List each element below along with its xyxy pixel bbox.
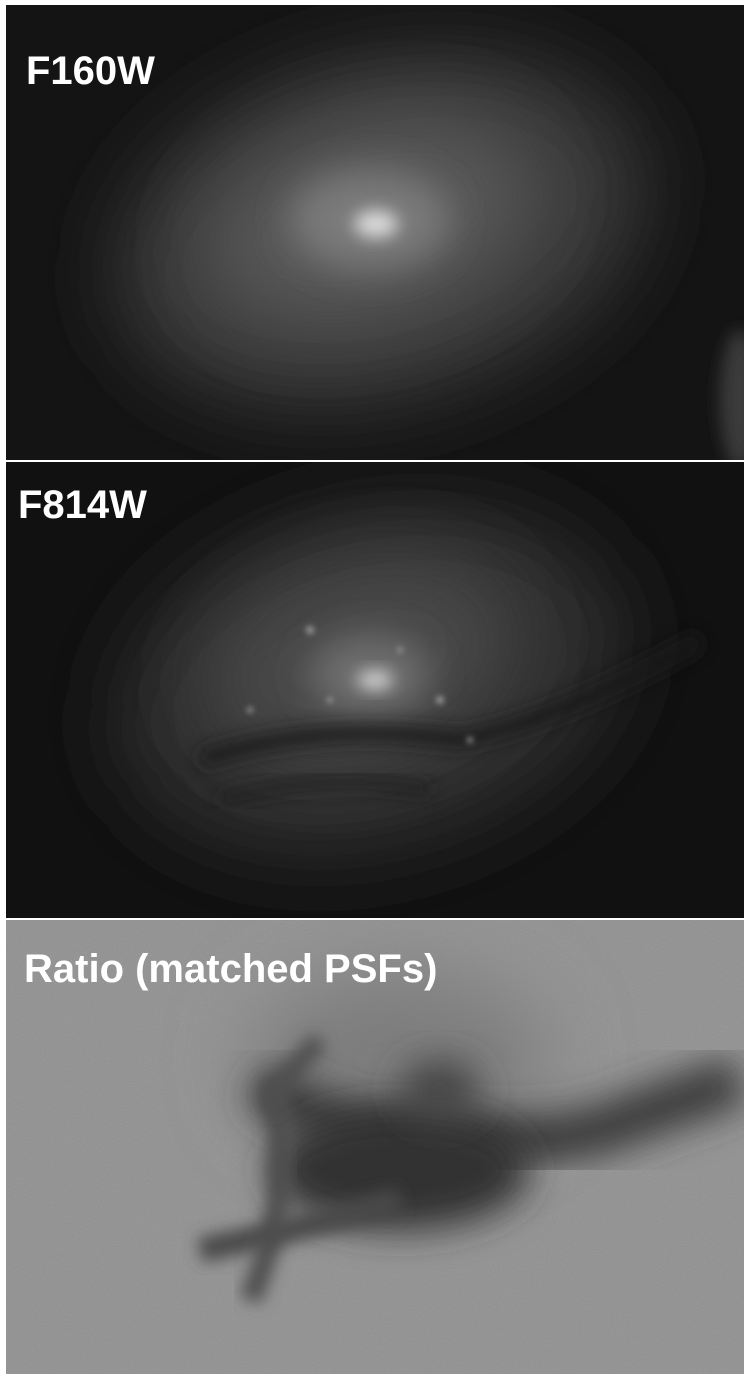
panel-label: Ratio (matched PSFs) [24,947,437,991]
f814w-panel: F814W [6,462,744,918]
ratio-panel: Ratio (matched PSFs) [6,920,744,1374]
f160w-panel: F160W [6,5,744,460]
panel-label: F814W [18,483,147,527]
panel-label: F160W [26,49,155,93]
